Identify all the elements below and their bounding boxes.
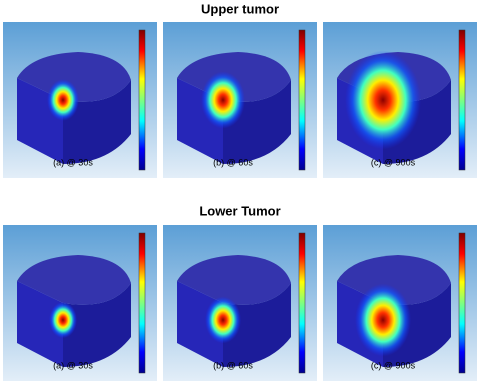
temperature-hotspot	[201, 71, 245, 129]
temperature-hotspot	[205, 296, 241, 344]
cylinder-cut-face	[17, 281, 63, 367]
cylinder-side	[223, 283, 291, 367]
colorbar	[298, 232, 306, 374]
panel-caption: (c) @ 900s	[371, 360, 416, 370]
cylinder-top	[177, 255, 291, 305]
cylinder-side	[63, 283, 131, 367]
temperature-hotspot	[49, 301, 77, 339]
panel-caption: (c) @ 900s	[371, 157, 416, 167]
temperature-hotspot	[47, 79, 79, 121]
simulation-panel: (c) @ 900s	[323, 22, 477, 178]
simulation-panel: (b) @ 60s	[163, 22, 317, 178]
colorbar	[298, 29, 306, 171]
colorbar	[458, 29, 466, 171]
panel-caption: (b) @ 60s	[213, 360, 253, 370]
panel-caption: (a) @ 30s	[53, 157, 93, 167]
colorbar	[138, 232, 146, 374]
simulation-panel: (c) @ 900s	[323, 225, 477, 381]
cylinder-top	[17, 255, 131, 305]
simulation-panel: (a) @ 30s	[3, 22, 157, 178]
panel-caption: (b) @ 60s	[213, 157, 253, 167]
simulation-panel: (b) @ 60s	[163, 225, 317, 381]
cylinder-top	[17, 52, 131, 102]
panel-caption: (a) @ 30s	[53, 360, 93, 370]
section-title: Lower Tumor	[199, 203, 280, 218]
temperature-hotspot	[345, 50, 421, 150]
cylinder-side	[63, 80, 131, 164]
colorbar	[138, 29, 146, 171]
section-title: Upper tumor	[201, 1, 279, 16]
cylinder-side	[223, 80, 291, 164]
colorbar	[458, 232, 466, 374]
temperature-hotspot	[355, 283, 411, 357]
simulation-panel: (a) @ 30s	[3, 225, 157, 381]
